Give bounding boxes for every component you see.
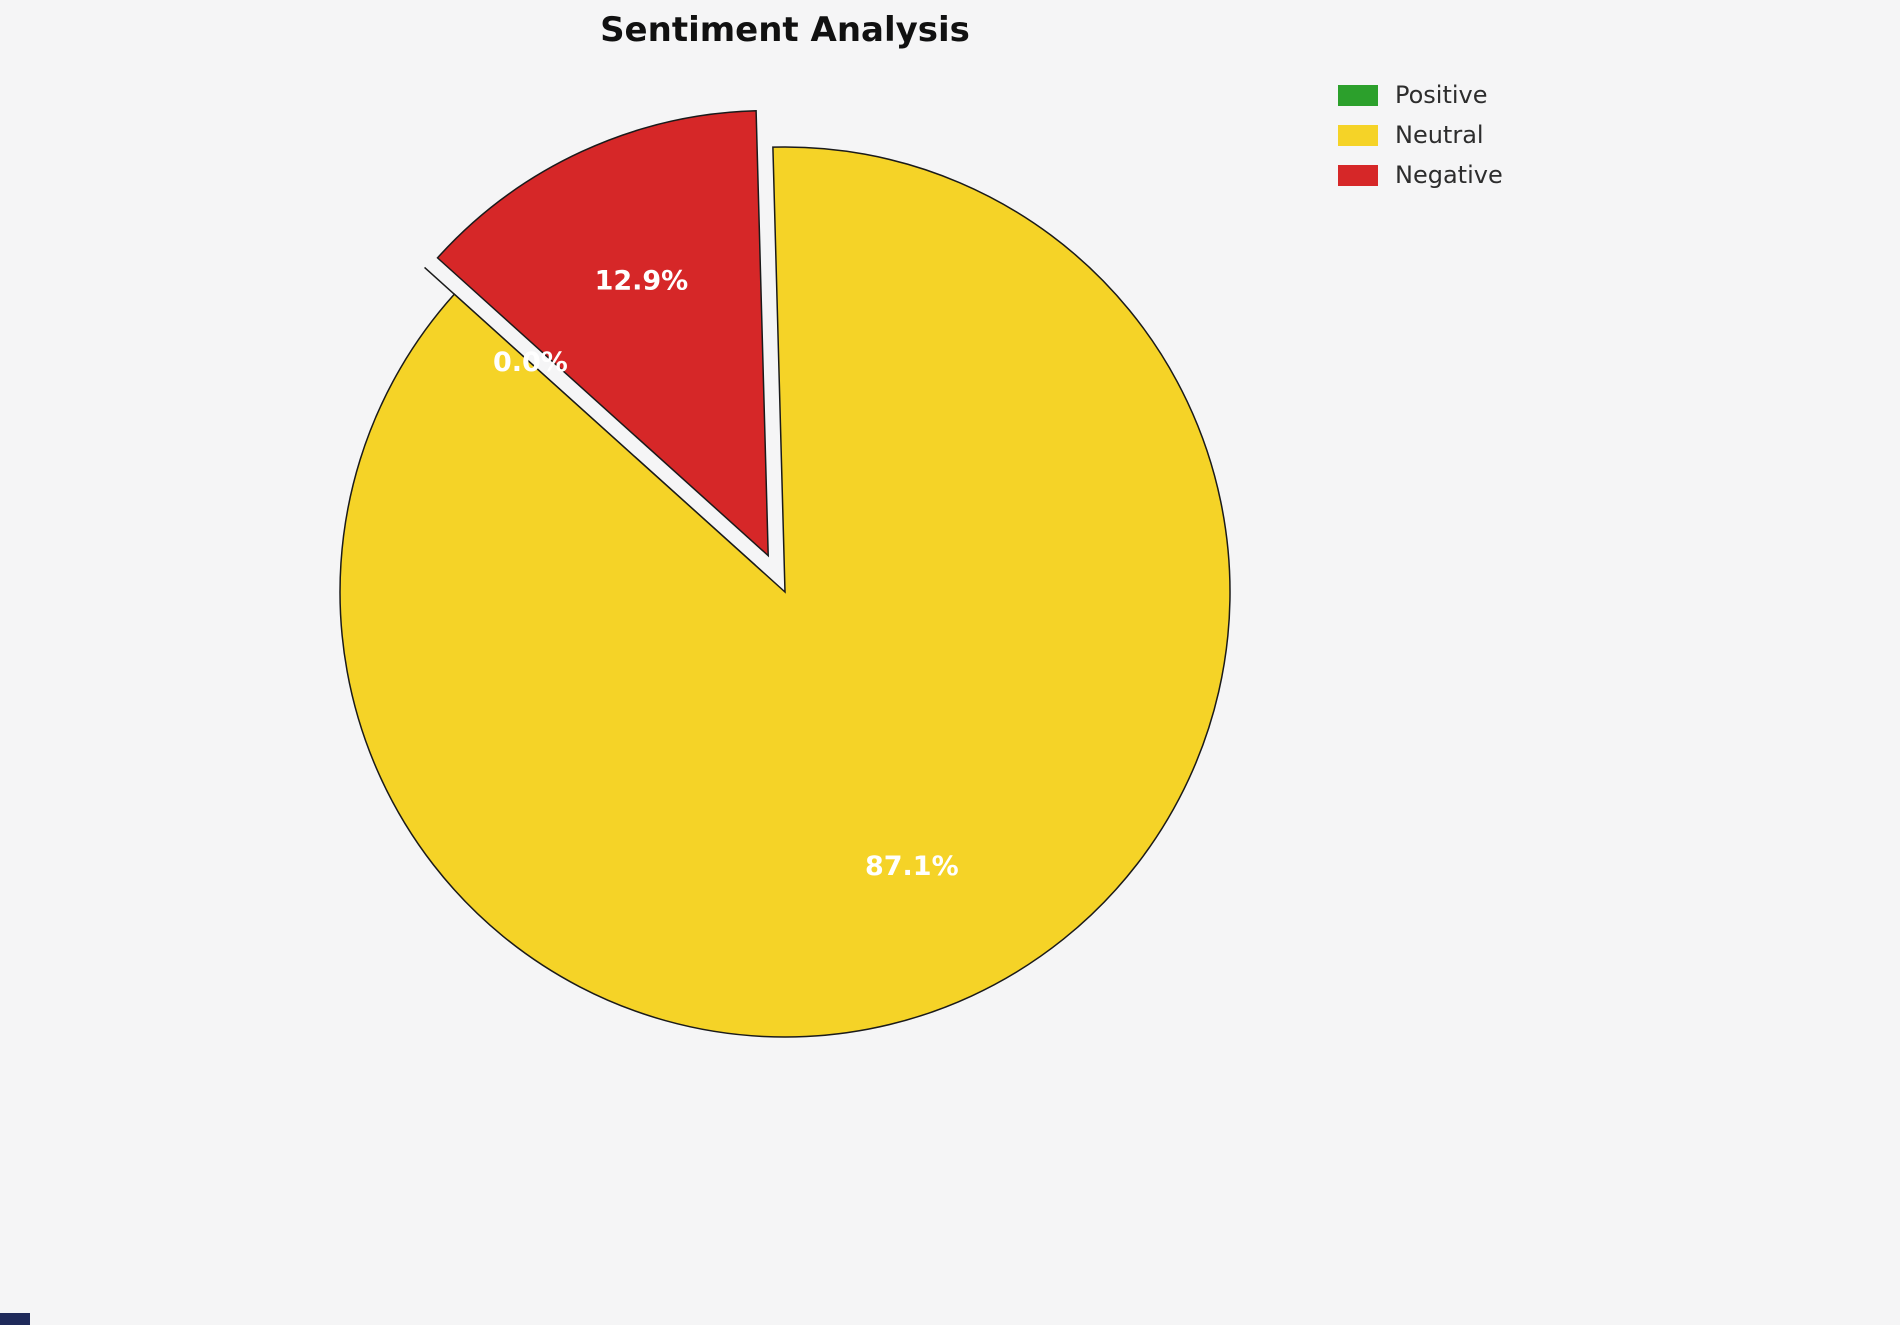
- legend-label-neutral: Neutral: [1395, 121, 1484, 149]
- pie-slice-negative: [436, 110, 770, 558]
- legend-swatch-positive-icon: [1338, 85, 1378, 106]
- pie-label-neutral: 87.1%: [865, 851, 959, 882]
- legend-swatch-negative-icon: [1338, 165, 1378, 186]
- legend-label-positive: Positive: [1395, 81, 1488, 109]
- legend-item-neutral: Neutral: [1338, 122, 1503, 149]
- pie-slice-neutral: [339, 146, 1231, 1038]
- chart-title: Sentiment Analysis: [600, 10, 970, 50]
- pie-label-positive: 0.0%: [493, 347, 568, 378]
- legend-item-positive: Positive: [1338, 82, 1503, 109]
- pie-label-negative: 12.9%: [595, 265, 689, 296]
- corner-artifact: [0, 1313, 30, 1325]
- legend-swatch-neutral-icon: [1338, 125, 1378, 146]
- legend-item-negative: Negative: [1338, 162, 1503, 189]
- legend-label-negative: Negative: [1395, 161, 1503, 189]
- legend: Positive Neutral Negative: [1338, 82, 1503, 189]
